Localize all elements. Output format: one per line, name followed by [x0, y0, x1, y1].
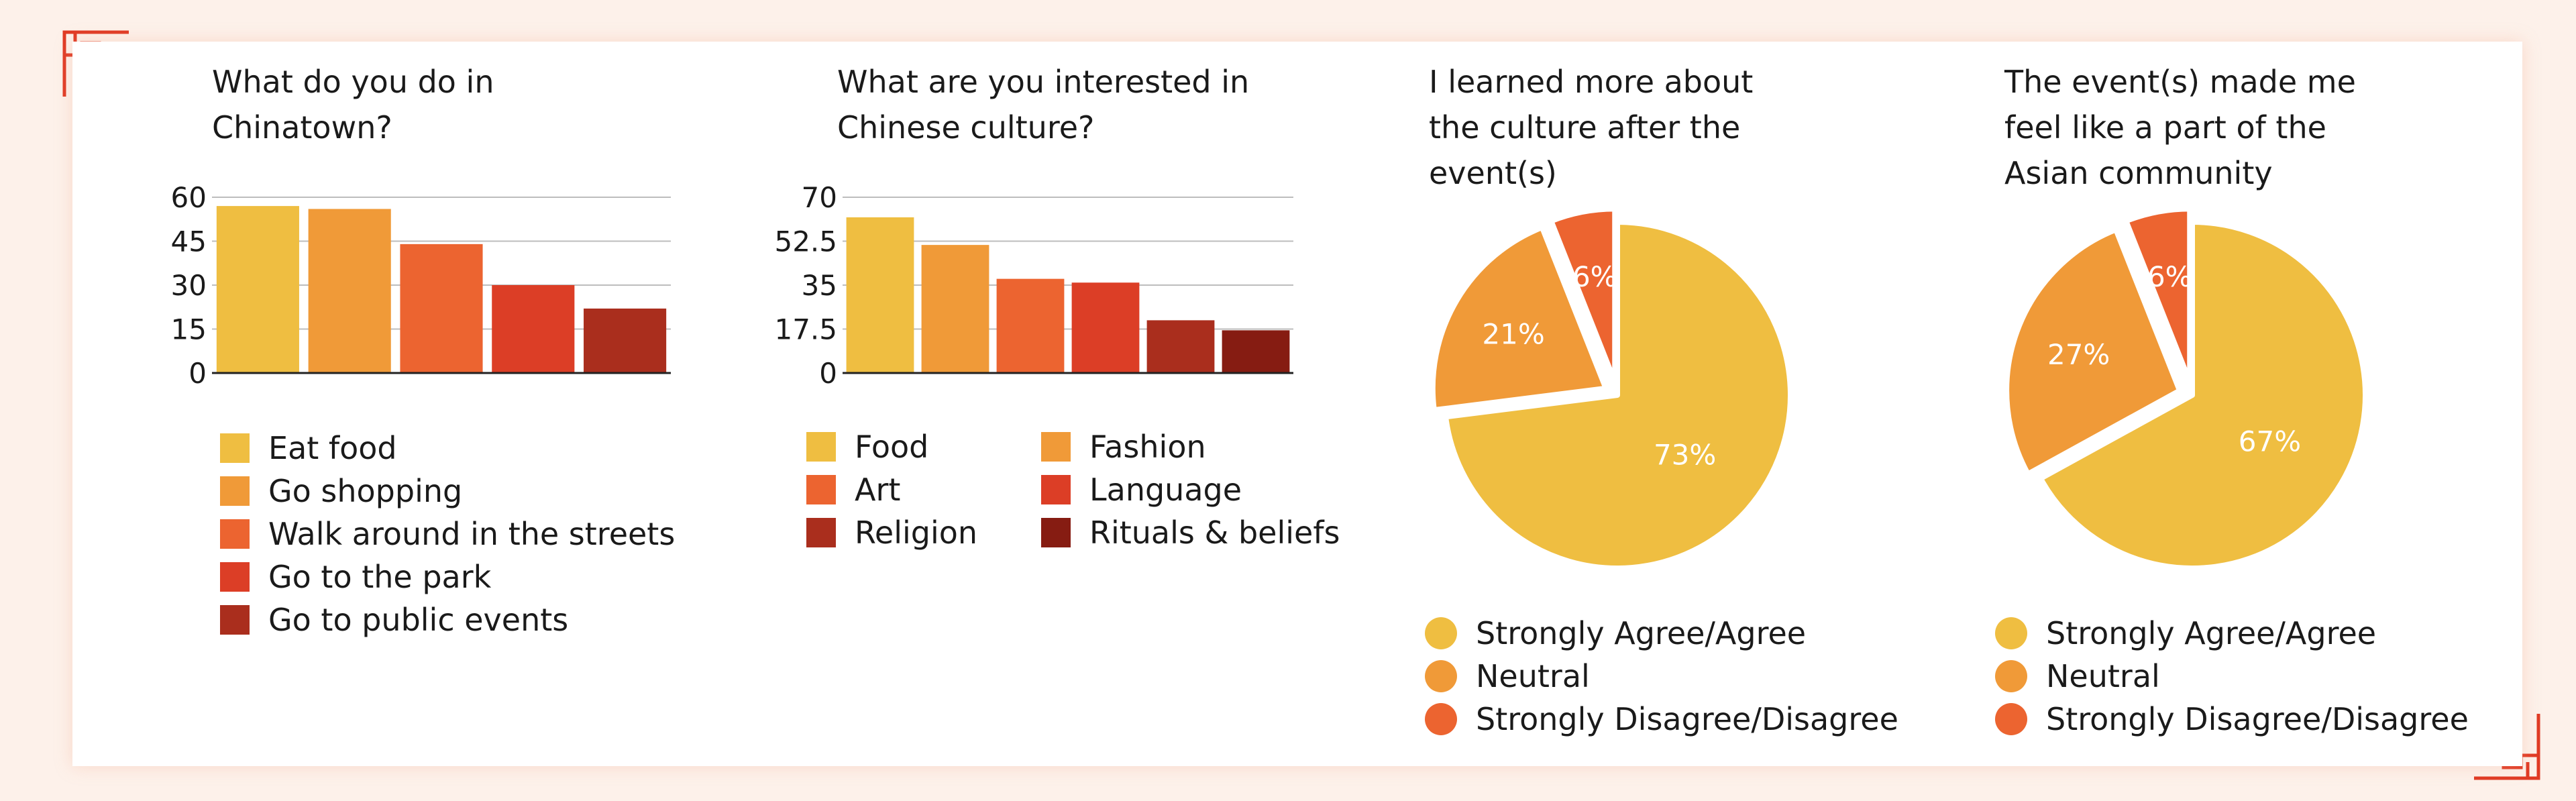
- legend-label: Neutral: [2046, 658, 2160, 694]
- legend-label: Neutral: [1476, 658, 1590, 694]
- y-tick-label: 60: [171, 181, 207, 214]
- legend-label: Rituals & beliefs: [1089, 515, 1340, 551]
- y-tick-label: 45: [171, 225, 207, 258]
- survey-results-card: What do you do in Chinatown? 0 15 30 45 60 E…: [72, 42, 2522, 766]
- bar-go-to-public-events: [584, 308, 667, 373]
- pie-slice-strongly-disagree-disagree: [2123, 206, 2193, 385]
- legend-item-strongly-agree-agree: Strongly Agree/Agree: [1995, 612, 2376, 655]
- legend-swatch: [1995, 617, 2027, 649]
- legend-label: Strongly Disagree/Disagree: [1476, 701, 1898, 737]
- legend-item-strongly-disagree-disagree: Strongly Disagree/Disagree: [1995, 698, 2469, 741]
- legend-swatch: [1425, 703, 1457, 735]
- legend-item-religion: Religion: [806, 511, 977, 554]
- bar-art: [996, 278, 1065, 373]
- legend-label: Eat food: [268, 430, 397, 466]
- bar-eat-food: [216, 206, 299, 373]
- legend-label: Food: [855, 429, 929, 465]
- legend-label: Strongly Disagree/Disagree: [2046, 701, 2469, 737]
- legend-label: Strongly Agree/Agree: [2046, 615, 2377, 651]
- legend-swatch: [806, 518, 836, 547]
- y-tick-label: 0: [189, 357, 207, 390]
- legend-swatch: [806, 432, 836, 462]
- y-tick-label: 15: [171, 313, 207, 346]
- bar-language: [1071, 282, 1140, 373]
- legend-item-rituals-beliefs: Rituals & beliefs: [1041, 511, 1340, 554]
- bar-walk-around-in-the-streets: [400, 244, 483, 373]
- legend-label: Go shopping: [268, 473, 463, 509]
- legend-label: Art: [855, 472, 901, 508]
- legend-label: Walk around in the streets: [268, 516, 676, 552]
- legend-swatch: [1425, 617, 1457, 649]
- y-tick-label: 70: [802, 181, 837, 214]
- bar-rituals-beliefs: [1222, 330, 1290, 373]
- legend-item-language: Language: [1041, 468, 1242, 511]
- bar-go-to-the-park: [492, 285, 575, 373]
- legend-swatch: [220, 562, 250, 592]
- y-tick-label: 0: [819, 357, 837, 390]
- legend-swatch: [1995, 660, 2027, 692]
- y-tick-label: 52.5: [774, 225, 837, 258]
- chart-4-pie-chart: 67% 27% 6%: [2004, 206, 2368, 571]
- legend-swatch: [220, 605, 250, 635]
- legend-item-strongly-agree-agree: Strongly Agree/Agree: [1425, 612, 1806, 655]
- legend-swatch: [220, 476, 250, 506]
- chart-2-title: What are you interested in Chinese cultu…: [837, 64, 1250, 146]
- legend-swatch: [1041, 432, 1071, 462]
- chart-3-title: I learned more about the culture after t…: [1429, 64, 1754, 191]
- legend-label: Go to public events: [268, 602, 569, 638]
- pie-slice-neutral: [1430, 224, 1609, 413]
- chart-3-pie-chart: 73% 21% 6%: [1430, 206, 1793, 571]
- legend-item-art: Art: [806, 468, 900, 511]
- chart-2-bar-chart: 0 17.5 35 52.5 70: [774, 181, 1293, 390]
- bar-go-shopping: [308, 209, 391, 373]
- bar-religion: [1146, 320, 1215, 373]
- y-tick-label: 35: [802, 269, 837, 302]
- legend-item-eat-food: Eat food: [220, 427, 397, 470]
- pie-label: 67%: [2239, 425, 2301, 458]
- legend-item-fashion: Fashion: [1041, 425, 1206, 468]
- legend-item-walk-around-in-the-streets: Walk around in the streets: [220, 513, 675, 555]
- bar-fashion: [921, 245, 989, 373]
- legend-label: Religion: [855, 515, 978, 551]
- y-tick-label: 17.5: [774, 313, 837, 346]
- pie-label: 6%: [2147, 260, 2192, 293]
- y-tick-label: 30: [171, 269, 207, 302]
- legend-swatch: [1425, 660, 1457, 692]
- legend-item-go-shopping: Go shopping: [220, 470, 462, 513]
- legend-swatch: [1995, 703, 2027, 735]
- legend-item-food: Food: [806, 425, 928, 468]
- legend-swatch: [220, 519, 250, 549]
- bar-food: [846, 217, 914, 373]
- pie-label: 27%: [2047, 338, 2110, 371]
- legend-label: Fashion: [1089, 429, 1206, 465]
- legend-item-go-to-public-events: Go to public events: [220, 598, 568, 641]
- pie-slice-strongly-disagree-disagree: [1548, 206, 1618, 385]
- legend-label: Language: [1089, 472, 1242, 508]
- legend-swatch: [806, 475, 836, 504]
- legend-swatch: [220, 433, 250, 463]
- pie-label: 6%: [1572, 260, 1617, 293]
- legend-item-neutral: Neutral: [1425, 655, 1590, 698]
- legend-swatch: [1041, 475, 1071, 504]
- pie-slice-strongly-agree-agree: [2037, 219, 2368, 571]
- legend-swatch: [1041, 518, 1071, 547]
- pie-slice-strongly-agree-agree: [1443, 219, 1793, 571]
- pie-label: 21%: [1482, 317, 1544, 350]
- pie-slice-neutral: [2004, 227, 2183, 477]
- chart-1-bar-chart: 0 15 30 45 60: [171, 181, 671, 390]
- legend-item-strongly-disagree-disagree: Strongly Disagree/Disagree: [1425, 698, 1898, 741]
- legend-label: Strongly Agree/Agree: [1476, 615, 1807, 651]
- legend-item-go-to-the-park: Go to the park: [220, 555, 491, 598]
- legend-item-neutral: Neutral: [1995, 655, 2160, 698]
- pie-label: 73%: [1654, 439, 1716, 472]
- legend-label: Go to the park: [268, 559, 492, 595]
- chart-4-title: The event(s) made me feel like a part of…: [2004, 64, 2356, 191]
- chart-1-title: What do you do in Chinatown?: [212, 64, 494, 146]
